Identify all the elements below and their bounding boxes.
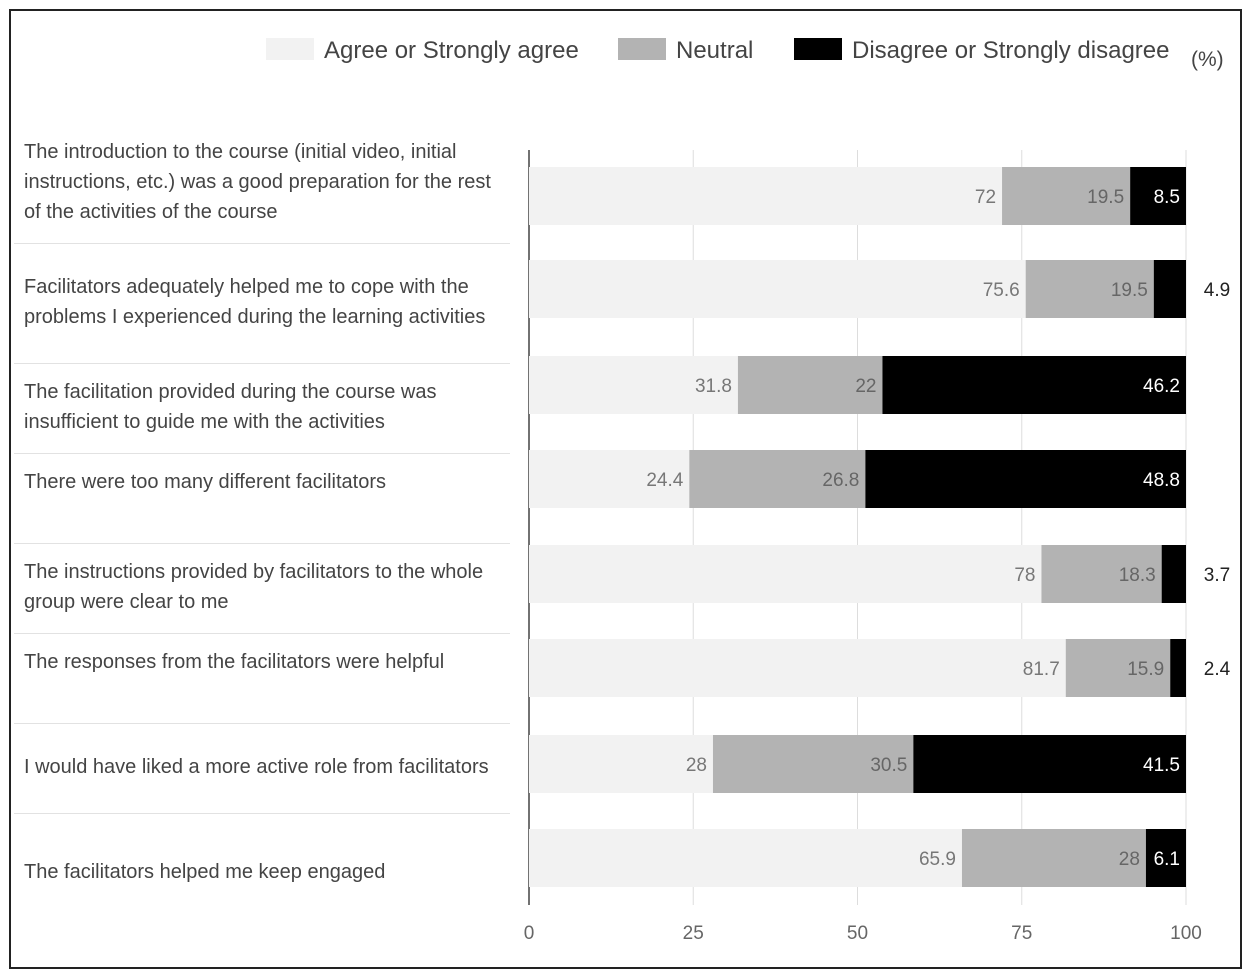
category-label: The responses from the facilitators were… [24,651,445,673]
row-separator [14,543,510,544]
x-tick-label: 25 [683,923,704,944]
bar-segment [1145,829,1186,887]
data-label: 31.8 [695,376,732,397]
legend: Agree or Strongly agree Neutral Disagree… [0,32,1243,66]
bar-segment [529,735,713,793]
row-separator [14,633,510,634]
category-label: The facilitation provided during the cou… [24,381,437,433]
unit-label: (%) [1191,48,1224,71]
legend-label-disagree: Disagree or Strongly disagree [852,37,1170,64]
bar-segment [529,450,690,508]
bar-segment [529,356,738,414]
data-label: 81.7 [1023,659,1060,680]
bar-segment [1041,545,1162,603]
legend-swatch-neutral [618,38,666,60]
row-separator [14,813,510,814]
bar-segment [529,829,962,887]
bar-segment [712,735,914,793]
bar-segment [529,260,1026,318]
category-label: The instructions provided by facilitator… [24,561,484,613]
bar-segment [1065,639,1171,697]
bar-segment [1153,260,1186,318]
data-label: 15.9 [1127,659,1164,680]
legend-swatch-agree [266,38,314,60]
data-label: 75.6 [983,280,1020,301]
data-label: 78 [1014,565,1035,586]
row-separator [14,723,510,724]
x-tick-label: 75 [1011,923,1032,944]
data-label: 41.5 [1143,755,1180,776]
bar-segment [961,829,1146,887]
data-label: 18.3 [1119,565,1156,586]
data-label: 22 [855,376,876,397]
data-label: 19.5 [1087,187,1124,208]
row-separator [14,453,510,454]
data-label: 26.8 [822,470,859,491]
category-label: I would have liked a more active role fr… [24,756,489,778]
data-label: 4.9 [1204,280,1230,301]
category-label: Facilitators adequately helped me to cop… [24,276,486,328]
bar-segment [1161,545,1186,603]
bar-segment [913,735,1186,793]
legend-label-neutral: Neutral [676,37,754,64]
bar-segment [1002,167,1131,225]
bar-segment [882,356,1186,414]
x-tick-label: 100 [1170,923,1202,944]
bar-segment [529,167,1003,225]
bar-segment [1025,260,1154,318]
x-tick-label: 50 [847,923,868,944]
data-label: 3.7 [1204,565,1230,586]
data-label: 46.2 [1143,376,1180,397]
data-label: 19.5 [1111,280,1148,301]
bar-segment [865,450,1186,508]
data-label: 65.9 [919,849,956,870]
data-label: 6.1 [1154,849,1180,870]
data-label: 28 [686,755,707,776]
bar-segment [529,545,1042,603]
category-label: The introduction to the course (initial … [24,141,491,223]
legend-label-agree: Agree or Strongly agree [324,37,579,64]
category-label: There were too many different facilitato… [24,471,387,493]
data-label: 2.4 [1204,659,1231,680]
category-label: The facilitators helped me keep engaged [24,861,386,883]
bar-segment [529,639,1066,697]
bar-segment [1170,639,1186,697]
data-label: 30.5 [870,755,907,776]
row-separator [14,363,510,364]
x-tick-label: 0 [524,923,535,944]
data-label: 8.5 [1154,187,1180,208]
bar-segment [1130,167,1186,225]
legend-swatch-disagree [794,38,842,60]
bar-segment [689,450,866,508]
data-label: 48.8 [1143,470,1180,491]
bar-segment [737,356,883,414]
data-label: 24.4 [646,470,683,491]
data-label: 72 [975,187,996,208]
row-separator [14,243,510,244]
data-label: 28 [1119,849,1140,870]
